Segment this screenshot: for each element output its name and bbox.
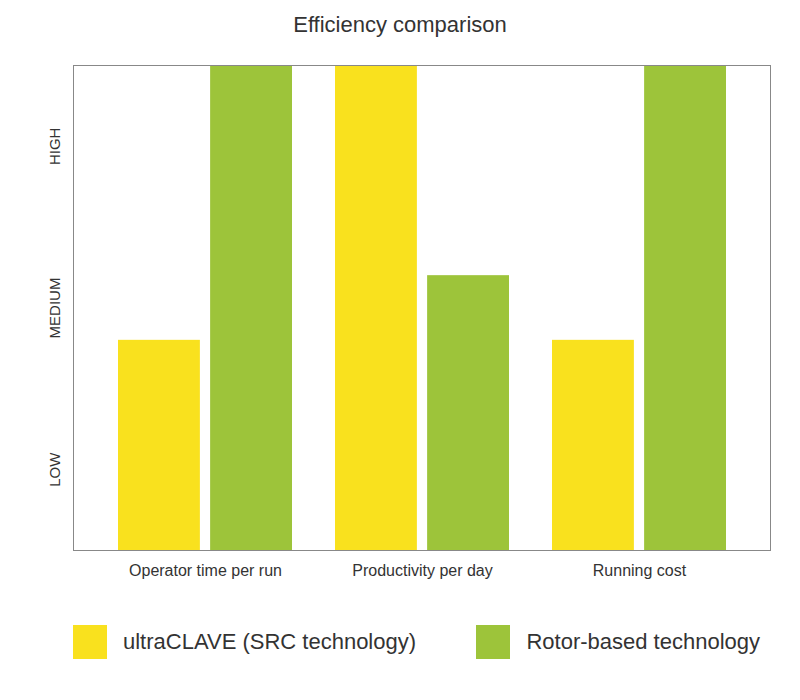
- svg-text:HIGH: HIGH: [46, 128, 63, 166]
- svg-text:Productivity per day: Productivity per day: [352, 562, 493, 579]
- html-text:Efficiency comparison: Efficiency comparison: [293, 12, 507, 37]
- html-text:Rotor-based technology: Rotor-based technology: [526, 629, 760, 654]
- svg-text:LOW: LOW: [46, 452, 63, 487]
- svg-text:Running cost: Running cost: [593, 562, 687, 579]
- html-text:ultraCLAVE (SRC technology): ultraCLAVE (SRC technology): [123, 629, 416, 654]
- svg-text:MEDIUM: MEDIUM: [46, 278, 63, 339]
- svg-text:Operator time per run: Operator time per run: [129, 562, 282, 579]
